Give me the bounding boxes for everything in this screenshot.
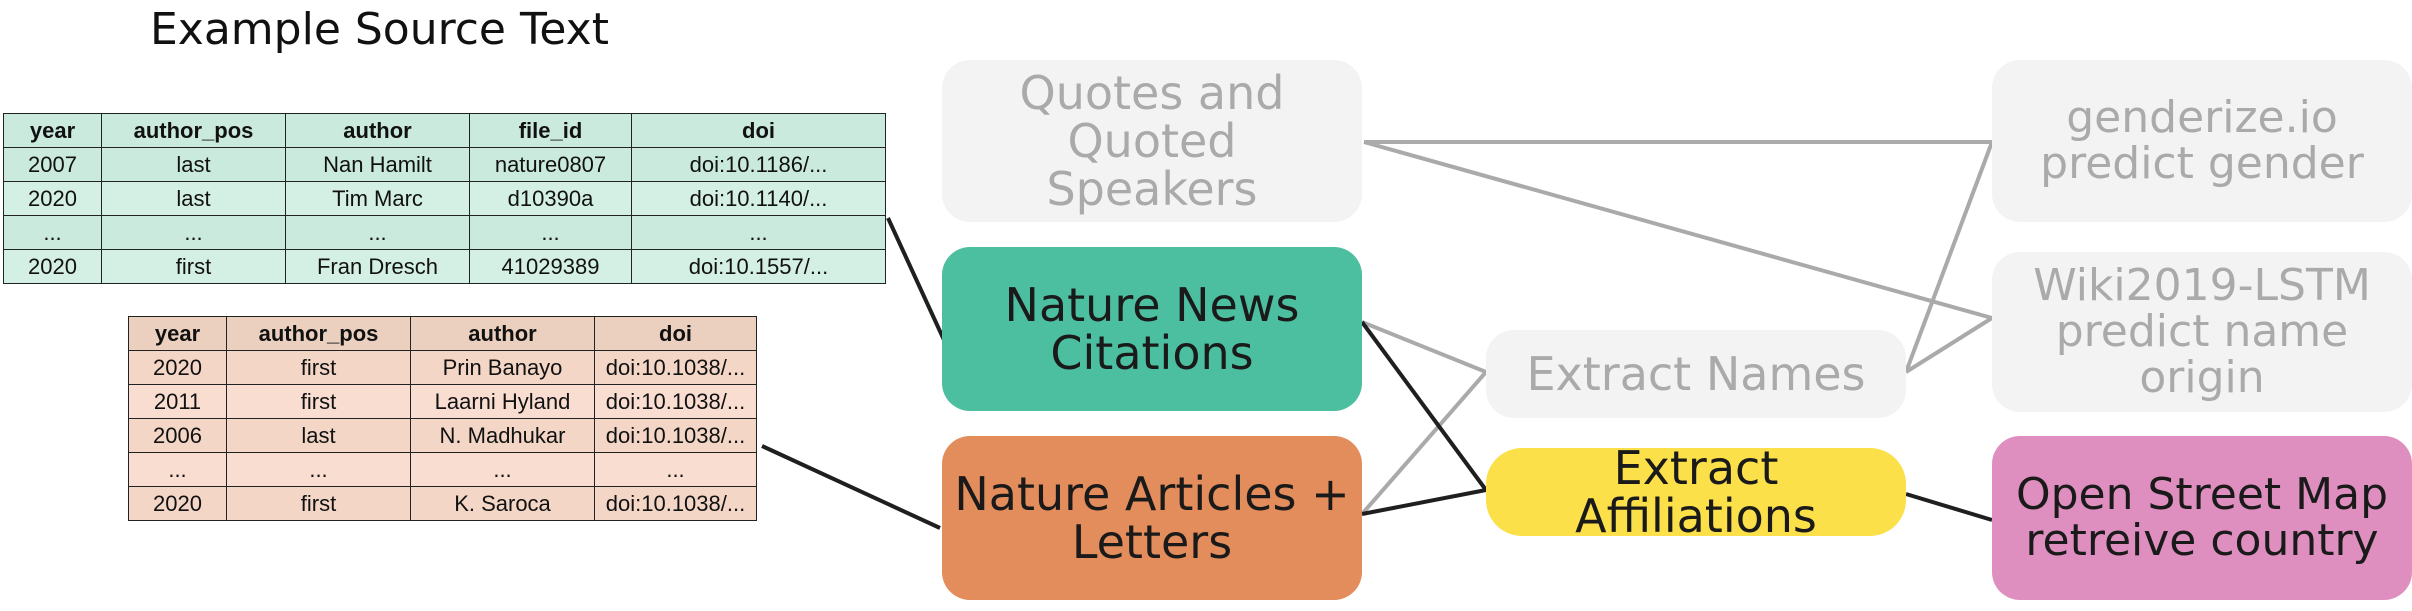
connector-affil-osm (1905, 492, 1993, 522)
connector-articles-names (1360, 370, 1488, 516)
node-label: Extract Names (1526, 346, 1866, 401)
table-cell: K. Saroca (410, 486, 595, 521)
extract-names-node: Extract Names (1486, 330, 1906, 418)
open-street-map-node: Open Street Map retreive country (1992, 436, 2412, 600)
table-cell: ... (469, 215, 632, 250)
column-header: year (3, 113, 102, 148)
table-row: ... ... ... ... (128, 452, 757, 487)
extract-affiliations-node: Extract Affiliations (1486, 444, 1906, 540)
table-cell: first (226, 486, 411, 521)
node-label: genderize.io (2066, 91, 2338, 143)
connector-quotes-wiki (1363, 140, 1993, 320)
table-cell: ... (226, 452, 411, 487)
column-header: doi (631, 113, 886, 148)
node-label: predict gender (2040, 138, 2364, 189)
column-header: author (410, 316, 595, 351)
table-cell: 2020 (128, 486, 227, 521)
node-label: Citations (1050, 326, 1254, 380)
table-cell: doi:10.1140/... (631, 181, 886, 216)
quotes-node: Quotes and Quoted Speakers (942, 60, 1362, 222)
column-header: year (128, 316, 227, 351)
diagram-title: Example Source Text (150, 4, 609, 55)
table-cell: first (101, 249, 286, 284)
table-cell: doi:10.1038/... (594, 486, 757, 521)
table-cell: first (226, 384, 411, 419)
nature-news-source-table: year author_pos author file_id doi 2007 … (3, 113, 886, 284)
table-cell: doi:10.1038/... (594, 384, 757, 419)
table-cell: Laarni Hyland (410, 384, 595, 419)
node-label: Speakers (1046, 162, 1258, 217)
connector-green-table-news (886, 217, 946, 341)
table-row: 2007 last Nan Hamilt nature0807 doi:10.1… (3, 147, 886, 182)
connector-news-affil (1360, 320, 1488, 492)
connector-news-names (1361, 320, 1487, 374)
node-label: Extract Affiliations (1575, 440, 1817, 543)
table-cell: nature0807 (469, 147, 632, 182)
nature-articles-source-table: year author_pos author doi 2020 first Pr… (128, 316, 757, 521)
connector-articles-affil (1361, 488, 1487, 516)
table-cell: 2020 (3, 249, 102, 284)
node-label: Open Street Map (2015, 468, 2389, 520)
table-cell: Nan Hamilt (285, 147, 470, 182)
table-cell: doi:10.1038/... (594, 350, 757, 385)
column-header: author_pos (101, 113, 286, 148)
nature-news-node: Nature News Citations (942, 247, 1362, 411)
node-label: Letters (1071, 515, 1233, 569)
node-label: Quotes and Quoted (1019, 65, 1285, 168)
node-label: Wiki2019-LSTM (2033, 259, 2371, 311)
node-label: Nature News (1004, 277, 1300, 332)
table-row: 2020 last Tim Marc d10390a doi:10.1140/.… (3, 181, 886, 216)
table-cell: ... (410, 452, 595, 487)
node-label: Nature Articles + (954, 466, 1350, 521)
table-cell: last (101, 147, 286, 182)
table-cell: ... (285, 215, 470, 250)
table-cell: N. Madhukar (410, 418, 595, 453)
table-cell: doi:10.1186/... (631, 147, 886, 182)
table-cell: last (226, 418, 411, 453)
node-label: predict name origin (2055, 305, 2349, 404)
node-label: retreive country (2025, 515, 2379, 566)
nature-articles-node: Nature Articles + Letters (942, 436, 1362, 600)
column-header: author_pos (226, 316, 411, 351)
table-cell: 2007 (3, 147, 102, 182)
table-cell: 2011 (128, 384, 227, 419)
wiki-lstm-node: Wiki2019-LSTM predict name origin (1992, 252, 2412, 412)
table-cell: 2020 (3, 181, 102, 216)
connector-orange-table-articles (761, 444, 941, 530)
table-row: 2011 first Laarni Hyland doi:10.1038/... (128, 384, 757, 419)
genderize-node: genderize.io predict gender (1992, 60, 2412, 222)
column-header: doi (594, 316, 757, 351)
table-cell: doi:10.1557/... (631, 249, 886, 284)
connector-names-genderize (1904, 141, 1994, 373)
connector-names-wiki (1904, 316, 1994, 374)
table-cell: Fran Dresch (285, 249, 470, 284)
table-cell: 41029389 (469, 249, 632, 284)
table-row: 2020 first Fran Dresch 41029389 doi:10.1… (3, 249, 886, 284)
table-cell: Tim Marc (285, 181, 470, 216)
table-row: 2020 first K. Saroca doi:10.1038/... (128, 486, 757, 521)
table-cell: ... (3, 215, 102, 250)
